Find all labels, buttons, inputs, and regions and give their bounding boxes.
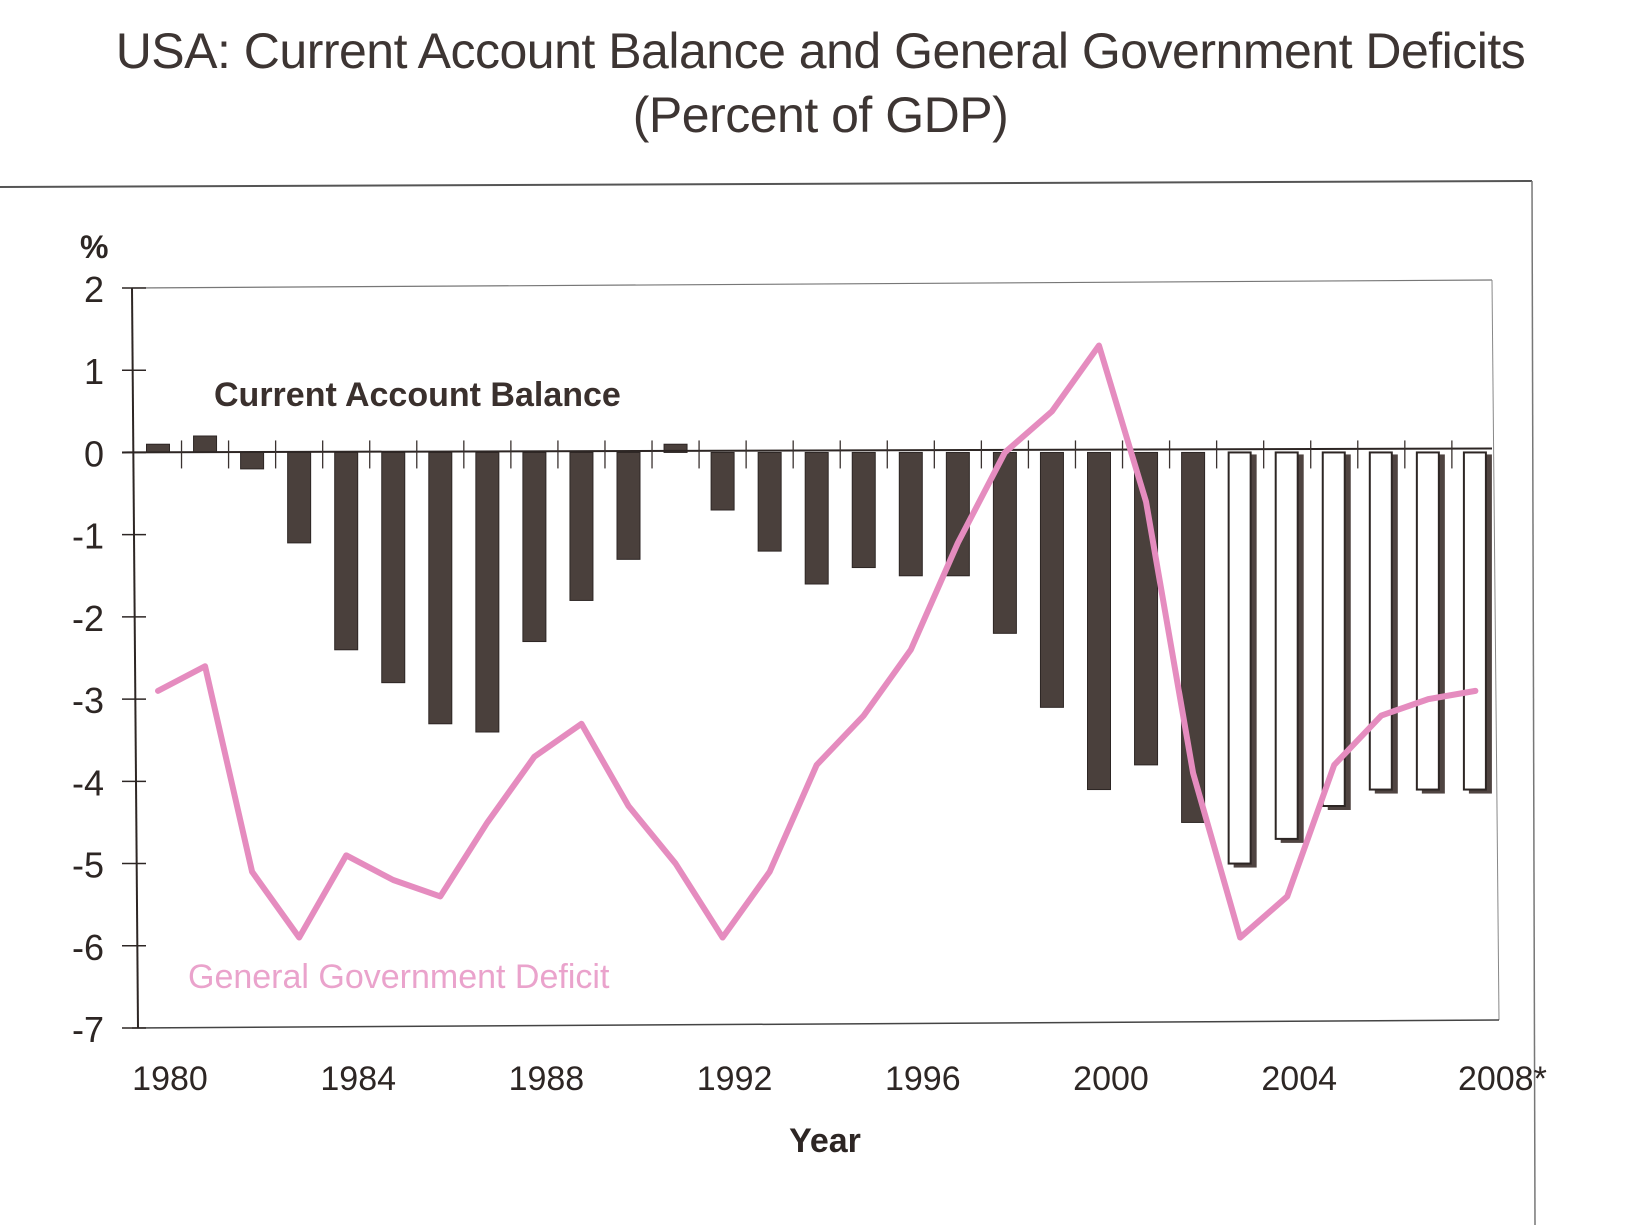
bar [757, 451, 782, 552]
x-axis-label: Year [789, 1122, 861, 1160]
y-tick-label: 0 [84, 433, 104, 474]
bar [1039, 451, 1064, 708]
bar [240, 451, 265, 470]
y-tick-label: -5 [72, 845, 104, 886]
bar [146, 443, 170, 453]
y-tick-label: -7 [72, 1009, 104, 1050]
x-tick-label: 1992 [697, 1060, 773, 1098]
x-tick-label: 1984 [320, 1060, 396, 1098]
x-tick-label: 2008* [1458, 1060, 1547, 1098]
bar [569, 451, 594, 601]
x-tick-label: 1988 [509, 1060, 585, 1098]
bar [898, 451, 923, 577]
bar-projected [1227, 451, 1252, 865]
y-tick-label: -6 [72, 927, 104, 968]
bar [992, 451, 1017, 634]
bar [663, 443, 688, 453]
bar [710, 451, 735, 511]
bar [945, 451, 970, 577]
x-tick-label: 1980 [132, 1060, 208, 1098]
x-axis-bottom [131, 1019, 1500, 1029]
bar [381, 451, 406, 684]
bar [287, 451, 312, 544]
y-axis [131, 287, 139, 1029]
y-tick-label: -4 [72, 762, 104, 803]
plot-right-border [1491, 279, 1500, 1021]
chart-subtitle: (Percent of GDP) [632, 87, 1009, 143]
bar [522, 451, 547, 643]
bar [334, 451, 359, 651]
frame-top [0, 180, 1533, 188]
annotation-current-account: Current Account Balance [214, 376, 621, 414]
y-tick-label: 1 [84, 351, 104, 392]
bar [475, 451, 500, 733]
bar [428, 451, 453, 725]
y-tick-label: -1 [72, 516, 104, 557]
x-tick-label: 2004 [1261, 1060, 1337, 1098]
plot-top-border [131, 279, 1493, 289]
y-tick-label: 2 [84, 269, 104, 310]
bar [1087, 451, 1111, 791]
x-tick-label: 2000 [1073, 1060, 1149, 1098]
y-tick-label: -3 [72, 680, 104, 721]
y-tick-label: -2 [72, 598, 104, 639]
bar-projected [1368, 451, 1393, 791]
annotation-government-deficit: General Government Deficit [188, 958, 610, 996]
chart-title: USA: Current Account Balance and General… [115, 23, 1526, 79]
bar-projected [1462, 451, 1487, 791]
y-axis-label: % [80, 229, 108, 265]
frame-right [1531, 180, 1536, 1225]
bar [804, 451, 829, 585]
bar-projected [1415, 451, 1440, 791]
x-tick-label: 1996 [885, 1060, 961, 1098]
bar-projected [1274, 451, 1299, 840]
bar [193, 435, 218, 453]
bar [616, 451, 641, 560]
bar [851, 451, 876, 569]
bar-projected [1321, 451, 1346, 807]
